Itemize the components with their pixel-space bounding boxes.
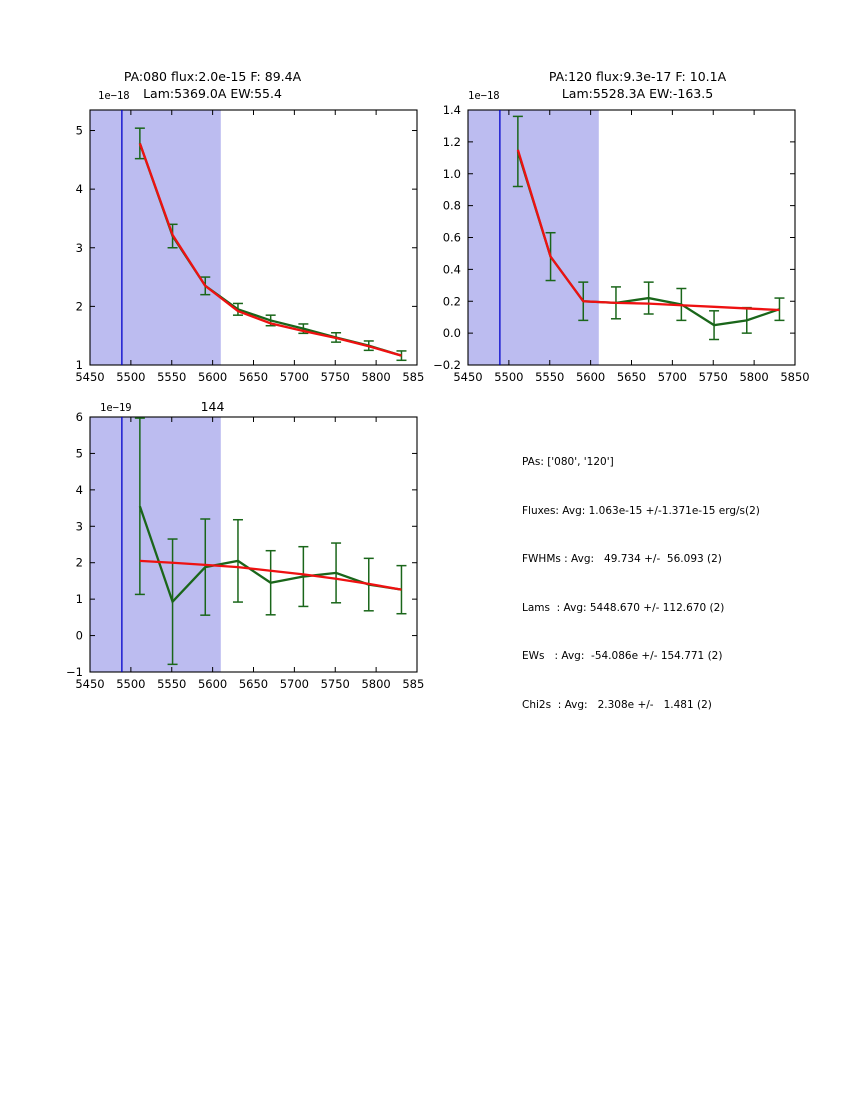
x-tick-label: 5650 [239, 677, 268, 691]
data-spectrum-line [138, 505, 402, 604]
y-tick-label: 0.0 [443, 326, 461, 340]
panel3-y-offset-text: 1e−19 [100, 402, 132, 414]
panel2-plot-area[interactable]: 5450 5500 5550 5600 5650 5700 5750 5800 5850 −0.2… [425, 60, 850, 390]
x-tick-label: 5750 [321, 370, 350, 384]
y-tick-label: 1.2 [443, 135, 461, 149]
x-tick-label: 5800 [739, 370, 768, 384]
shaded-wavelength-band [90, 417, 221, 672]
y-tick-label: 3 [76, 241, 83, 255]
y-tick-label: 0.6 [443, 231, 461, 245]
panel2-y-offset-text: 1e−18 [468, 90, 500, 102]
x-tick-label: 5750 [699, 370, 728, 384]
panel1-title-line1: PA:080 flux:2.0e-15 F: 89.4A [123, 69, 302, 84]
y-tick-label: 1 [76, 592, 83, 606]
y-tick-label: 0 [76, 629, 83, 643]
model-fit-line [139, 559, 402, 591]
summary-line-fwhms: FWHMs : Avg: 49.734 +/- 56.093 (2) [522, 553, 722, 565]
x-tick-label: 5600 [576, 370, 605, 384]
y-tick-label: 6 [76, 410, 83, 424]
panel2-title-line2: Lam:5528.3A EW:-163.5 [561, 86, 714, 101]
y-tick-label: 1 [76, 358, 83, 372]
y-tick-label: 0.4 [443, 262, 461, 276]
x-tick-label: 5700 [280, 677, 309, 691]
panel3-title: 144 [200, 399, 225, 414]
y-tick-label: 4 [76, 182, 83, 196]
x-tick-label: 5700 [658, 370, 687, 384]
x-tick-label: 5850 [780, 370, 809, 384]
x-tick-label: 5500 [494, 370, 523, 384]
x-tick-label: 5800 [361, 677, 390, 691]
summary-line-fluxes: Fluxes: Avg: 1.063e-15 +/-1.371e-15 erg/… [522, 504, 760, 517]
x-tick-label: 5500 [116, 370, 145, 384]
y-tick-label: −0.2 [433, 358, 461, 372]
y-tick-label: 1.0 [443, 167, 461, 181]
shaded-wavelength-band [90, 110, 221, 365]
summary-line-lams: Lams : Avg: 5448.670 +/- 112.670 (2) [522, 601, 725, 614]
summary-line-chi2s: Chi2s : Avg: 2.308e +/- 1.481 (2) [522, 698, 712, 711]
summary-line-pas: PAs: ['080', '120'] [522, 456, 614, 468]
x-tick-label: 5650 [239, 370, 268, 384]
panel1-y-offset-text: 1e−18 [98, 90, 130, 102]
panel3-plot-area[interactable]: 545055005550560056505700575058005850−101… [0, 390, 425, 700]
x-tick-label: 5500 [116, 677, 145, 691]
x-tick-label: 5600 [198, 677, 227, 691]
shaded-wavelength-band [468, 110, 599, 365]
panel-summary-144: 144 1e−19 5450 5500 5550 5600 5650 5700 5750 58… [0, 390, 425, 700]
x-tick-label: 5850 [402, 677, 425, 691]
panel1-title-line2: Lam:5369.0A EW:55.4 [143, 86, 282, 101]
y-tick-label: 5 [76, 124, 83, 138]
model-fit-line [138, 143, 402, 357]
y-tick-label: 0.2 [443, 294, 461, 308]
y-tick-label: 0.8 [443, 199, 461, 213]
panel-pa080: PA:080 flux:2.0e-15 F: 89.4A Lam:5369.0A… [0, 60, 425, 390]
y-tick-label: 1.4 [443, 103, 461, 117]
panel1-plot-area[interactable]: 5450 5500 5550 5600 5650 5700 5750 5800 5850 1 2 3 4… [0, 60, 425, 390]
x-tick-label: 5700 [280, 370, 309, 384]
panel2-title-line1: PA:120 flux:9.3e-17 F: 10.1A [548, 69, 727, 84]
x-tick-label: 5550 [535, 370, 564, 384]
y-tick-label: 4 [76, 483, 83, 497]
x-tick-label: 5650 [617, 370, 646, 384]
y-tick-label: 5 [76, 446, 83, 460]
x-tick-label: 5450 [75, 370, 104, 384]
x-tick-label: 5450 [453, 370, 482, 384]
y-tick-label: −1 [66, 665, 83, 679]
y-tick-label: 2 [76, 299, 83, 313]
x-tick-label: 5550 [157, 677, 186, 691]
summary-statistics-block: PAs: ['080', '120'] Fluxes: Avg: 1.063e-… [522, 432, 760, 747]
panel-pa120: PA:120 flux:9.3e-17 F: 10.1A Lam:5528.3A… [425, 60, 850, 390]
x-tick-label: 5800 [361, 370, 390, 384]
summary-line-ews: EWs : Avg: -54.086e +/- 154.771 (2) [522, 650, 723, 662]
x-tick-label: 5750 [321, 677, 350, 691]
x-tick-label: 5550 [157, 370, 186, 384]
model-fit-line [516, 149, 780, 312]
y-tick-label: 2 [76, 556, 83, 570]
x-tick-label: 5850 [402, 370, 425, 384]
x-tick-label: 5600 [198, 370, 227, 384]
x-tick-label: 5450 [75, 677, 104, 691]
y-tick-label: 3 [76, 519, 83, 533]
